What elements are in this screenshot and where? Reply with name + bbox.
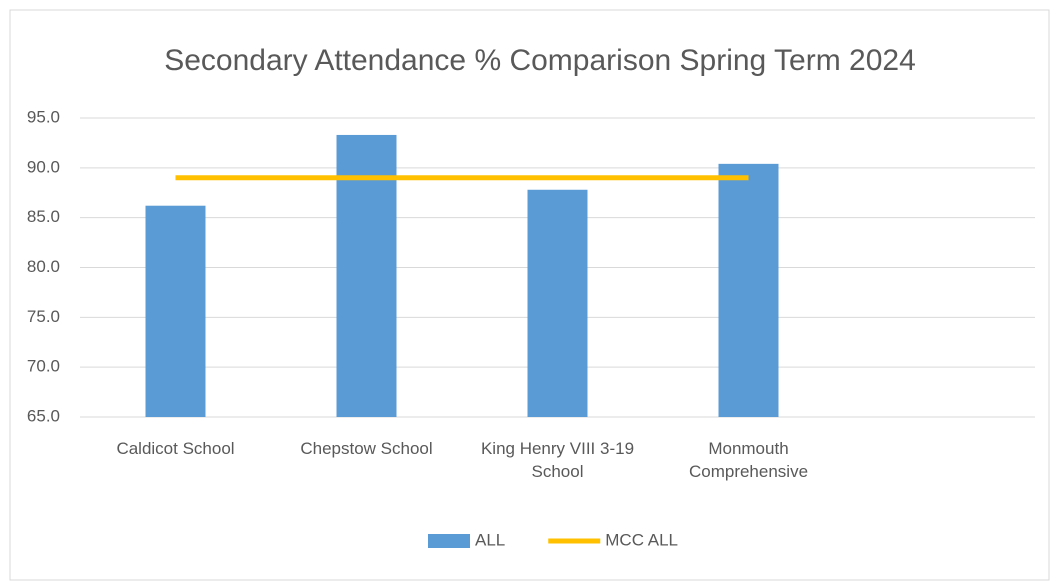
- bar: [145, 205, 206, 417]
- chart-title: Secondary Attendance % Comparison Spring…: [164, 44, 916, 77]
- legend-label: ALL: [475, 530, 505, 549]
- x-tick-label: Chepstow School: [300, 439, 433, 458]
- legend-swatch: [428, 534, 470, 548]
- x-tick-label: Caldicot School: [116, 439, 235, 458]
- bar: [718, 163, 779, 417]
- y-tick-label: 75.0: [27, 307, 60, 326]
- x-tick-label: King Henry VIII 3-19 School: [480, 439, 635, 481]
- bar: [527, 189, 588, 417]
- bar: [336, 134, 397, 417]
- x-tick-label: Monmouth Comprehensive: [688, 439, 809, 481]
- y-tick-label: 90.0: [27, 157, 60, 176]
- y-tick-label: 65.0: [27, 406, 60, 425]
- y-tick-label: 80.0: [27, 257, 60, 276]
- y-tick-label: 70.0: [27, 357, 60, 376]
- legend-label: MCC ALL: [605, 530, 678, 549]
- y-tick-label: 95.0: [27, 107, 60, 126]
- y-tick-label: 85.0: [27, 207, 60, 226]
